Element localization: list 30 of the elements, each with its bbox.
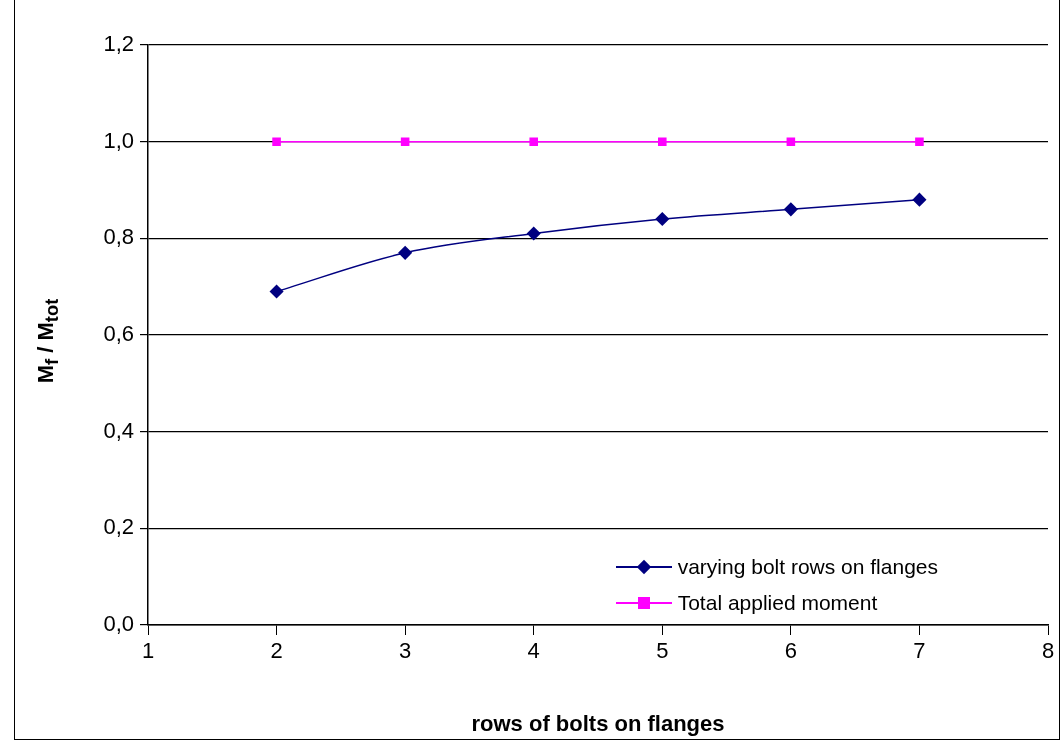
point <box>784 202 798 217</box>
legend-label: varying bolt rows on flanges <box>677 555 938 579</box>
x-tick-label: 4 <box>527 638 540 664</box>
x-tick-label: 3 <box>399 638 412 664</box>
x-tick-label: 6 <box>784 638 797 664</box>
point <box>655 212 670 226</box>
point <box>912 192 927 207</box>
y-tick-label: 0,2 <box>103 514 134 540</box>
point <box>529 137 538 146</box>
x-tick-label: 5 <box>656 638 669 664</box>
y-tick-label: 0,0 <box>103 611 134 637</box>
y-tick-label: 0,8 <box>103 224 134 250</box>
x-tick-label: 7 <box>913 638 926 664</box>
y-tick-label: 0,4 <box>103 417 134 443</box>
x-tick-label: 8 <box>1041 638 1055 664</box>
point <box>658 137 667 146</box>
x-tick-label: 2 <box>270 638 283 664</box>
point <box>272 137 281 146</box>
y-tick-label: 1,0 <box>103 127 134 153</box>
x-tick-label: 1 <box>141 638 155 664</box>
point <box>786 137 796 146</box>
x-axis-title: rows of bolts on flanges <box>471 710 725 736</box>
y-tick-label: 1,2 <box>103 31 134 57</box>
point <box>915 137 924 146</box>
y-tick-label: 0,6 <box>103 321 134 347</box>
legend-label: Total applied moment <box>677 591 878 615</box>
point <box>400 137 410 146</box>
point <box>398 246 412 260</box>
point <box>269 284 284 299</box>
point <box>526 226 541 241</box>
